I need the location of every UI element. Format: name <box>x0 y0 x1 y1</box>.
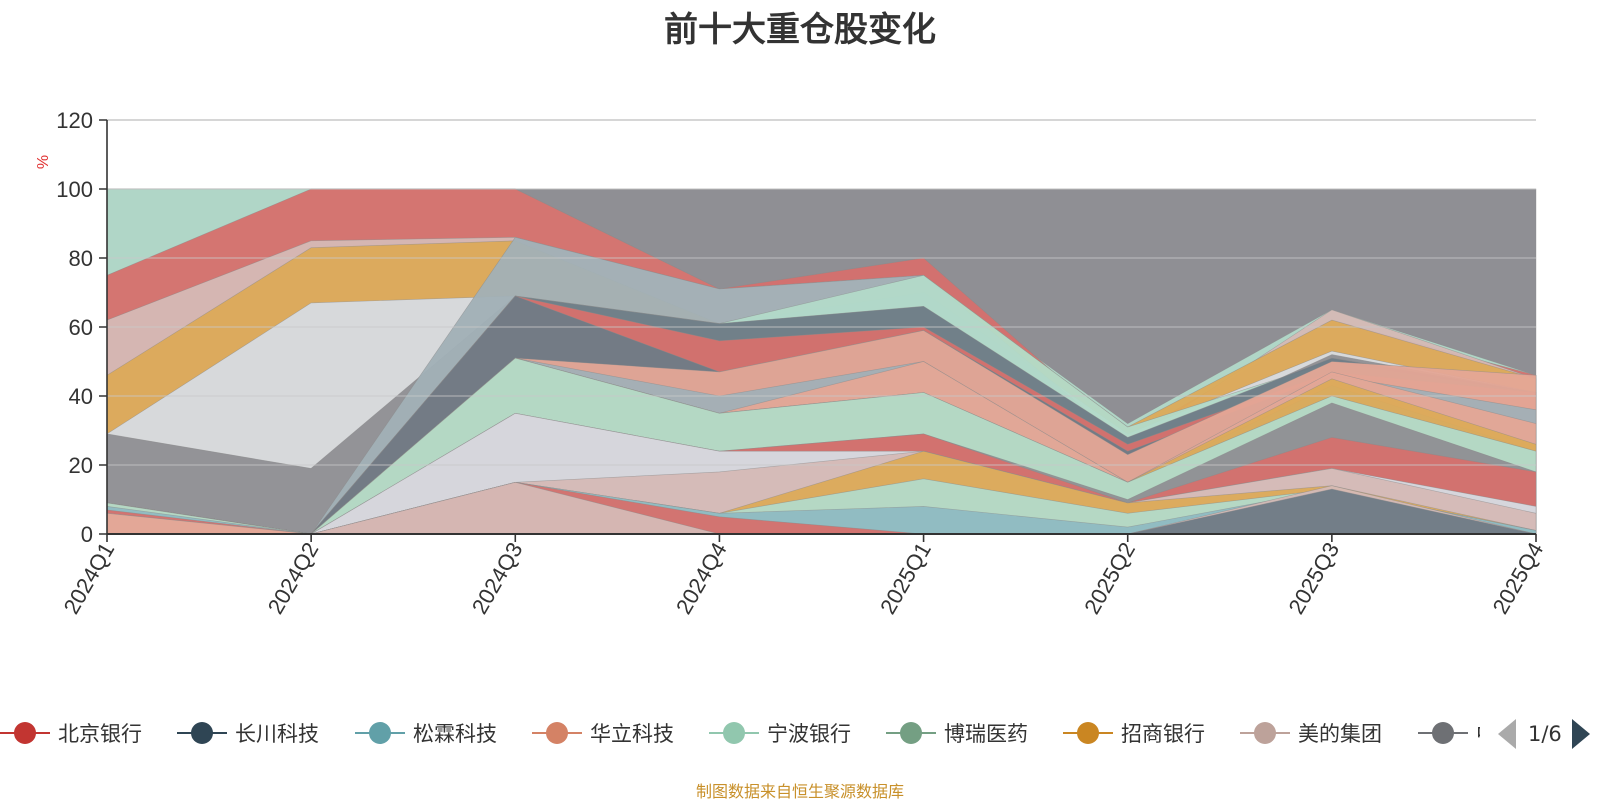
legend-marker-icon <box>177 721 227 745</box>
legend-item[interactable]: 中 <box>1418 713 1480 753</box>
legend-label: 中 <box>1476 718 1480 748</box>
x-tick-label: 2025Q2 <box>1079 538 1140 618</box>
legend-item[interactable]: 美的集团 <box>1240 713 1382 753</box>
x-tick-label: 2024Q2 <box>263 538 324 618</box>
legend-label: 博瑞医药 <box>944 722 1028 746</box>
x-tick-label: 2025Q1 <box>875 538 936 618</box>
legend-item[interactable]: 招商银行 <box>1063 713 1205 753</box>
legend-item[interactable]: 北京银行 <box>0 713 142 753</box>
y-axis-unit-label: % <box>35 155 52 169</box>
x-tick-label: 2024Q4 <box>671 538 732 618</box>
x-tick-label: 2024Q3 <box>467 538 528 618</box>
legend-marker-icon <box>532 721 582 745</box>
legend-pager: 1/6 <box>1498 719 1590 749</box>
legend-label: 美的集团 <box>1298 722 1382 746</box>
legend-label: 宁波银行 <box>767 722 851 746</box>
legend-marker-icon <box>886 721 936 745</box>
y-tick-label: 0 <box>81 522 93 547</box>
legend-item[interactable]: 宁波银行 <box>709 713 851 753</box>
legend-label: 北京银行 <box>58 722 142 746</box>
area-layers <box>106 188 1537 535</box>
legend-page-indicator: 1/6 <box>1528 722 1562 746</box>
chart-title: 前十大重仓股变化 <box>664 10 936 50</box>
y-tick-label: 120 <box>56 108 93 133</box>
legend-item[interactable]: 松霖科技 <box>355 713 497 753</box>
x-tick-label: 2025Q3 <box>1283 538 1344 618</box>
x-tick-label: 2024Q1 <box>59 538 120 618</box>
legend-marker-icon <box>709 721 759 745</box>
legend-marker-icon <box>1240 721 1290 745</box>
legend-marker-icon <box>1063 721 1113 745</box>
legend-next-page-icon[interactable] <box>1571 719 1590 749</box>
source-note: 制图数据来自恒生聚源数据库 <box>695 782 904 801</box>
legend-marker-icon <box>355 721 405 745</box>
x-tick-label: 2025Q4 <box>1488 538 1549 618</box>
legend-item[interactable]: 华立科技 <box>532 713 674 753</box>
y-tick-label: 100 <box>56 177 93 202</box>
legend-label: 招商银行 <box>1121 722 1205 746</box>
legend-label: 松霖科技 <box>413 722 497 746</box>
legend-label: 华立科技 <box>590 722 674 746</box>
y-tick-label: 80 <box>69 246 93 271</box>
legend-label: 长川科技 <box>235 722 319 746</box>
y-tick-label: 40 <box>69 384 93 409</box>
legend-prev-page-icon[interactable] <box>1498 719 1516 749</box>
legend-marker-icon <box>1418 721 1468 745</box>
area-chart: 0 20 40 60 80 100 120 2024Q1 2024Q2 2024Q3 2024Q4 2… <box>35 108 1549 618</box>
gridlines <box>107 119 1536 466</box>
y-tick-label: 60 <box>69 315 93 340</box>
legend: 北京银行 长川科技 松霖科技 华立科技 宁波银行 博瑞医药 招商银行 美的集团 中 <box>0 713 1480 753</box>
y-tick-label: 20 <box>69 453 93 478</box>
legend-item[interactable]: 长川科技 <box>177 713 319 753</box>
legend-marker-icon <box>0 721 50 745</box>
legend-item[interactable]: 博瑞医药 <box>886 713 1028 753</box>
